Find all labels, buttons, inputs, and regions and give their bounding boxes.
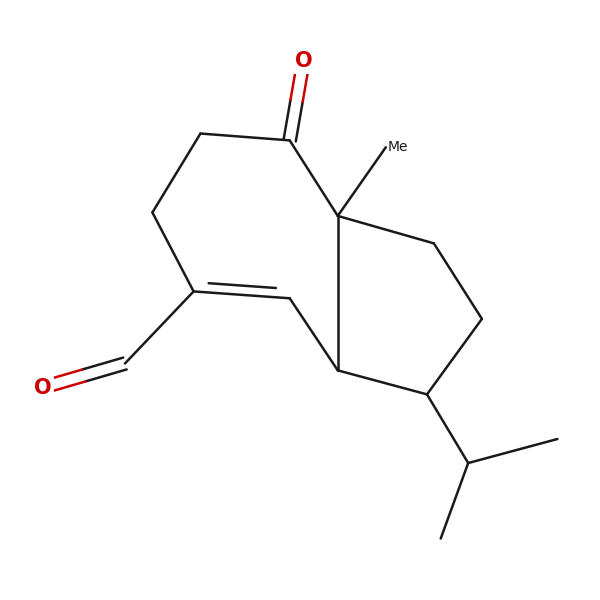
Text: O: O bbox=[295, 52, 312, 71]
Text: Me: Me bbox=[388, 140, 409, 154]
Text: O: O bbox=[34, 377, 52, 398]
